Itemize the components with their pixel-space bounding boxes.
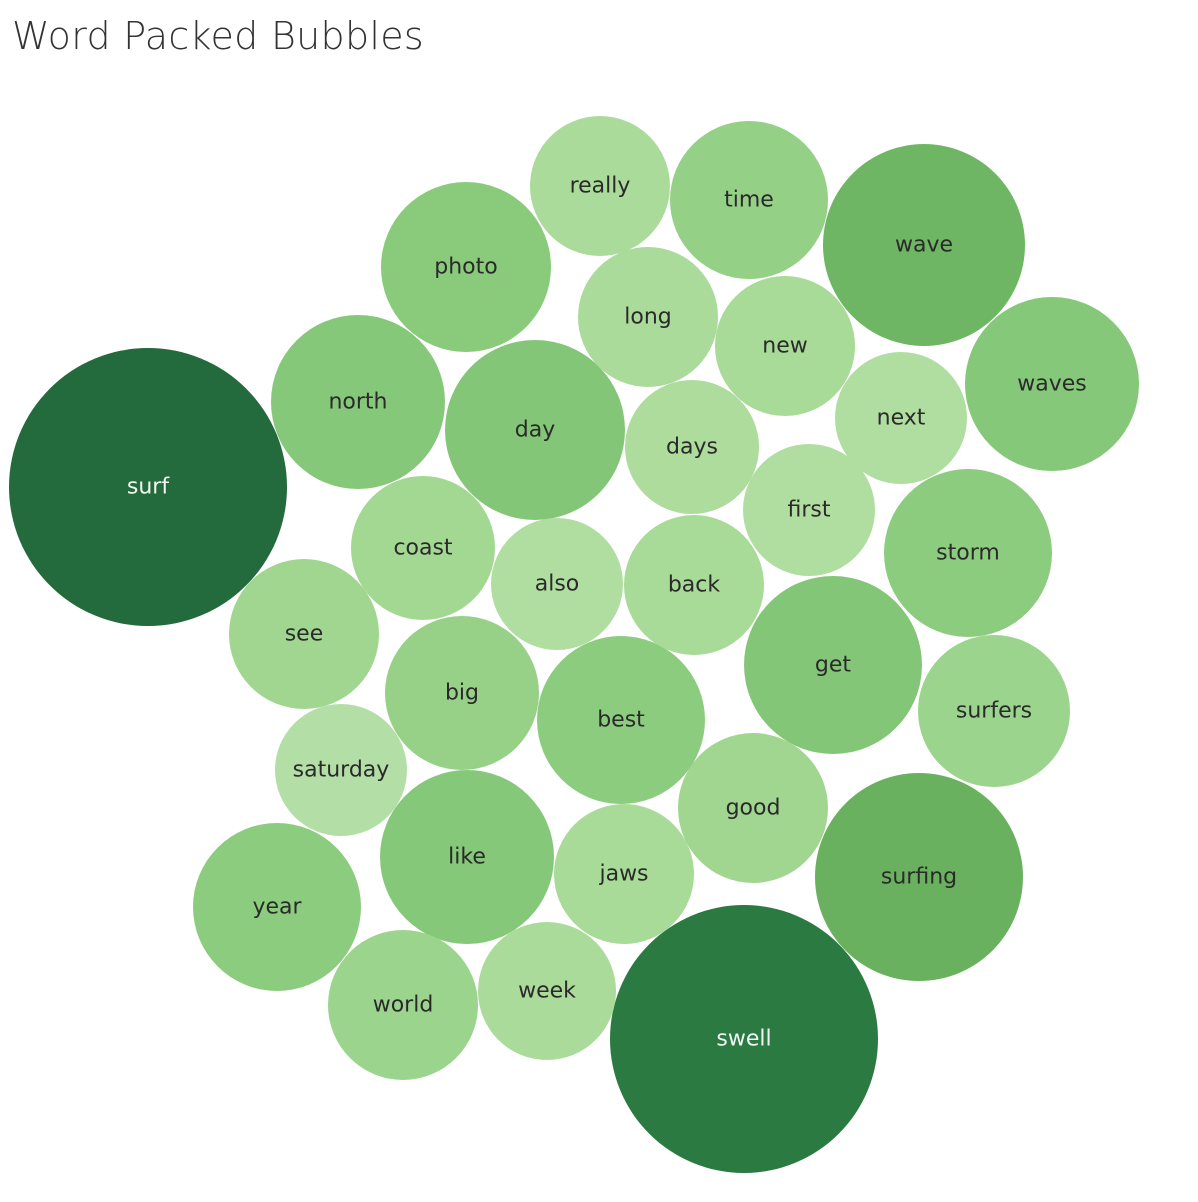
bubble-good[interactable] [678, 733, 828, 883]
bubble-label-next: next [877, 406, 926, 431]
bubble-big[interactable] [385, 616, 539, 770]
bubble-north[interactable] [271, 315, 445, 489]
bubble-label-wave: wave [895, 233, 953, 258]
bubble-coast[interactable] [351, 476, 495, 620]
chart-title: Word Packed Bubbles [12, 14, 425, 58]
bubble-next[interactable] [835, 352, 967, 484]
bubble-surfing[interactable] [815, 773, 1023, 981]
bubble-like[interactable] [380, 770, 554, 944]
bubble-label-new: new [762, 334, 807, 359]
bubble-label-storm: storm [936, 541, 1000, 566]
bubble-see[interactable] [229, 559, 379, 709]
bubble-new[interactable] [715, 276, 855, 416]
bubble-best[interactable] [537, 636, 705, 804]
bubble-day[interactable] [445, 340, 625, 520]
bubble-label-world: world [373, 993, 434, 1018]
bubble-label-surfing: surfing [881, 865, 957, 890]
bubble-label-jaws: jaws [598, 862, 648, 887]
bubble-label-north: north [328, 390, 387, 415]
bubble-label-photo: photo [434, 255, 497, 280]
bubble-back[interactable] [624, 515, 764, 655]
bubble-label-get: get [815, 653, 852, 678]
bubble-first[interactable] [743, 444, 875, 576]
bubble-label-best: best [597, 708, 645, 733]
bubble-label-long: long [624, 305, 671, 330]
bubble-get[interactable] [744, 576, 922, 754]
bubble-time[interactable] [670, 121, 828, 279]
bubble-label-surf: surf [127, 475, 170, 500]
bubble-label-waves: waves [1017, 372, 1087, 397]
bubble-waves[interactable] [965, 297, 1139, 471]
bubble-label-saturday: saturday [293, 758, 390, 783]
bubble-really[interactable] [530, 116, 670, 256]
bubble-label-swell: swell [716, 1027, 771, 1052]
bubble-label-week: week [518, 979, 576, 1004]
bubble-label-see: see [285, 622, 324, 647]
bubble-surf[interactable] [9, 348, 287, 626]
bubble-label-coast: coast [393, 536, 452, 561]
bubble-label-time: time [724, 188, 774, 213]
bubble-label-really: really [570, 174, 631, 199]
bubble-swell[interactable] [610, 905, 878, 1173]
bubble-jaws[interactable] [554, 804, 694, 944]
bubble-label-surfers: surfers [956, 699, 1032, 724]
bubble-label-good: good [726, 796, 781, 821]
bubble-also[interactable] [491, 518, 623, 650]
bubble-label-back: back [668, 573, 721, 598]
bubble-storm[interactable] [884, 469, 1052, 637]
bubble-label-big: big [445, 681, 479, 706]
bubble-photo[interactable] [381, 182, 551, 352]
bubble-wave[interactable] [823, 144, 1025, 346]
bubble-year[interactable] [193, 823, 361, 991]
bubble-label-days: days [666, 435, 718, 460]
bubble-days[interactable] [625, 380, 759, 514]
bubble-label-like: like [448, 845, 486, 870]
bubble-surfers[interactable] [918, 635, 1070, 787]
bubble-label-day: day [515, 418, 555, 443]
bubble-label-also: also [535, 572, 580, 597]
bubble-saturday[interactable] [275, 704, 407, 836]
bubble-label-first: first [788, 498, 831, 523]
bubble-long[interactable] [578, 247, 718, 387]
bubble-week[interactable] [478, 922, 616, 1060]
bubble-label-year: year [252, 895, 302, 920]
bubble-world[interactable] [328, 930, 478, 1080]
